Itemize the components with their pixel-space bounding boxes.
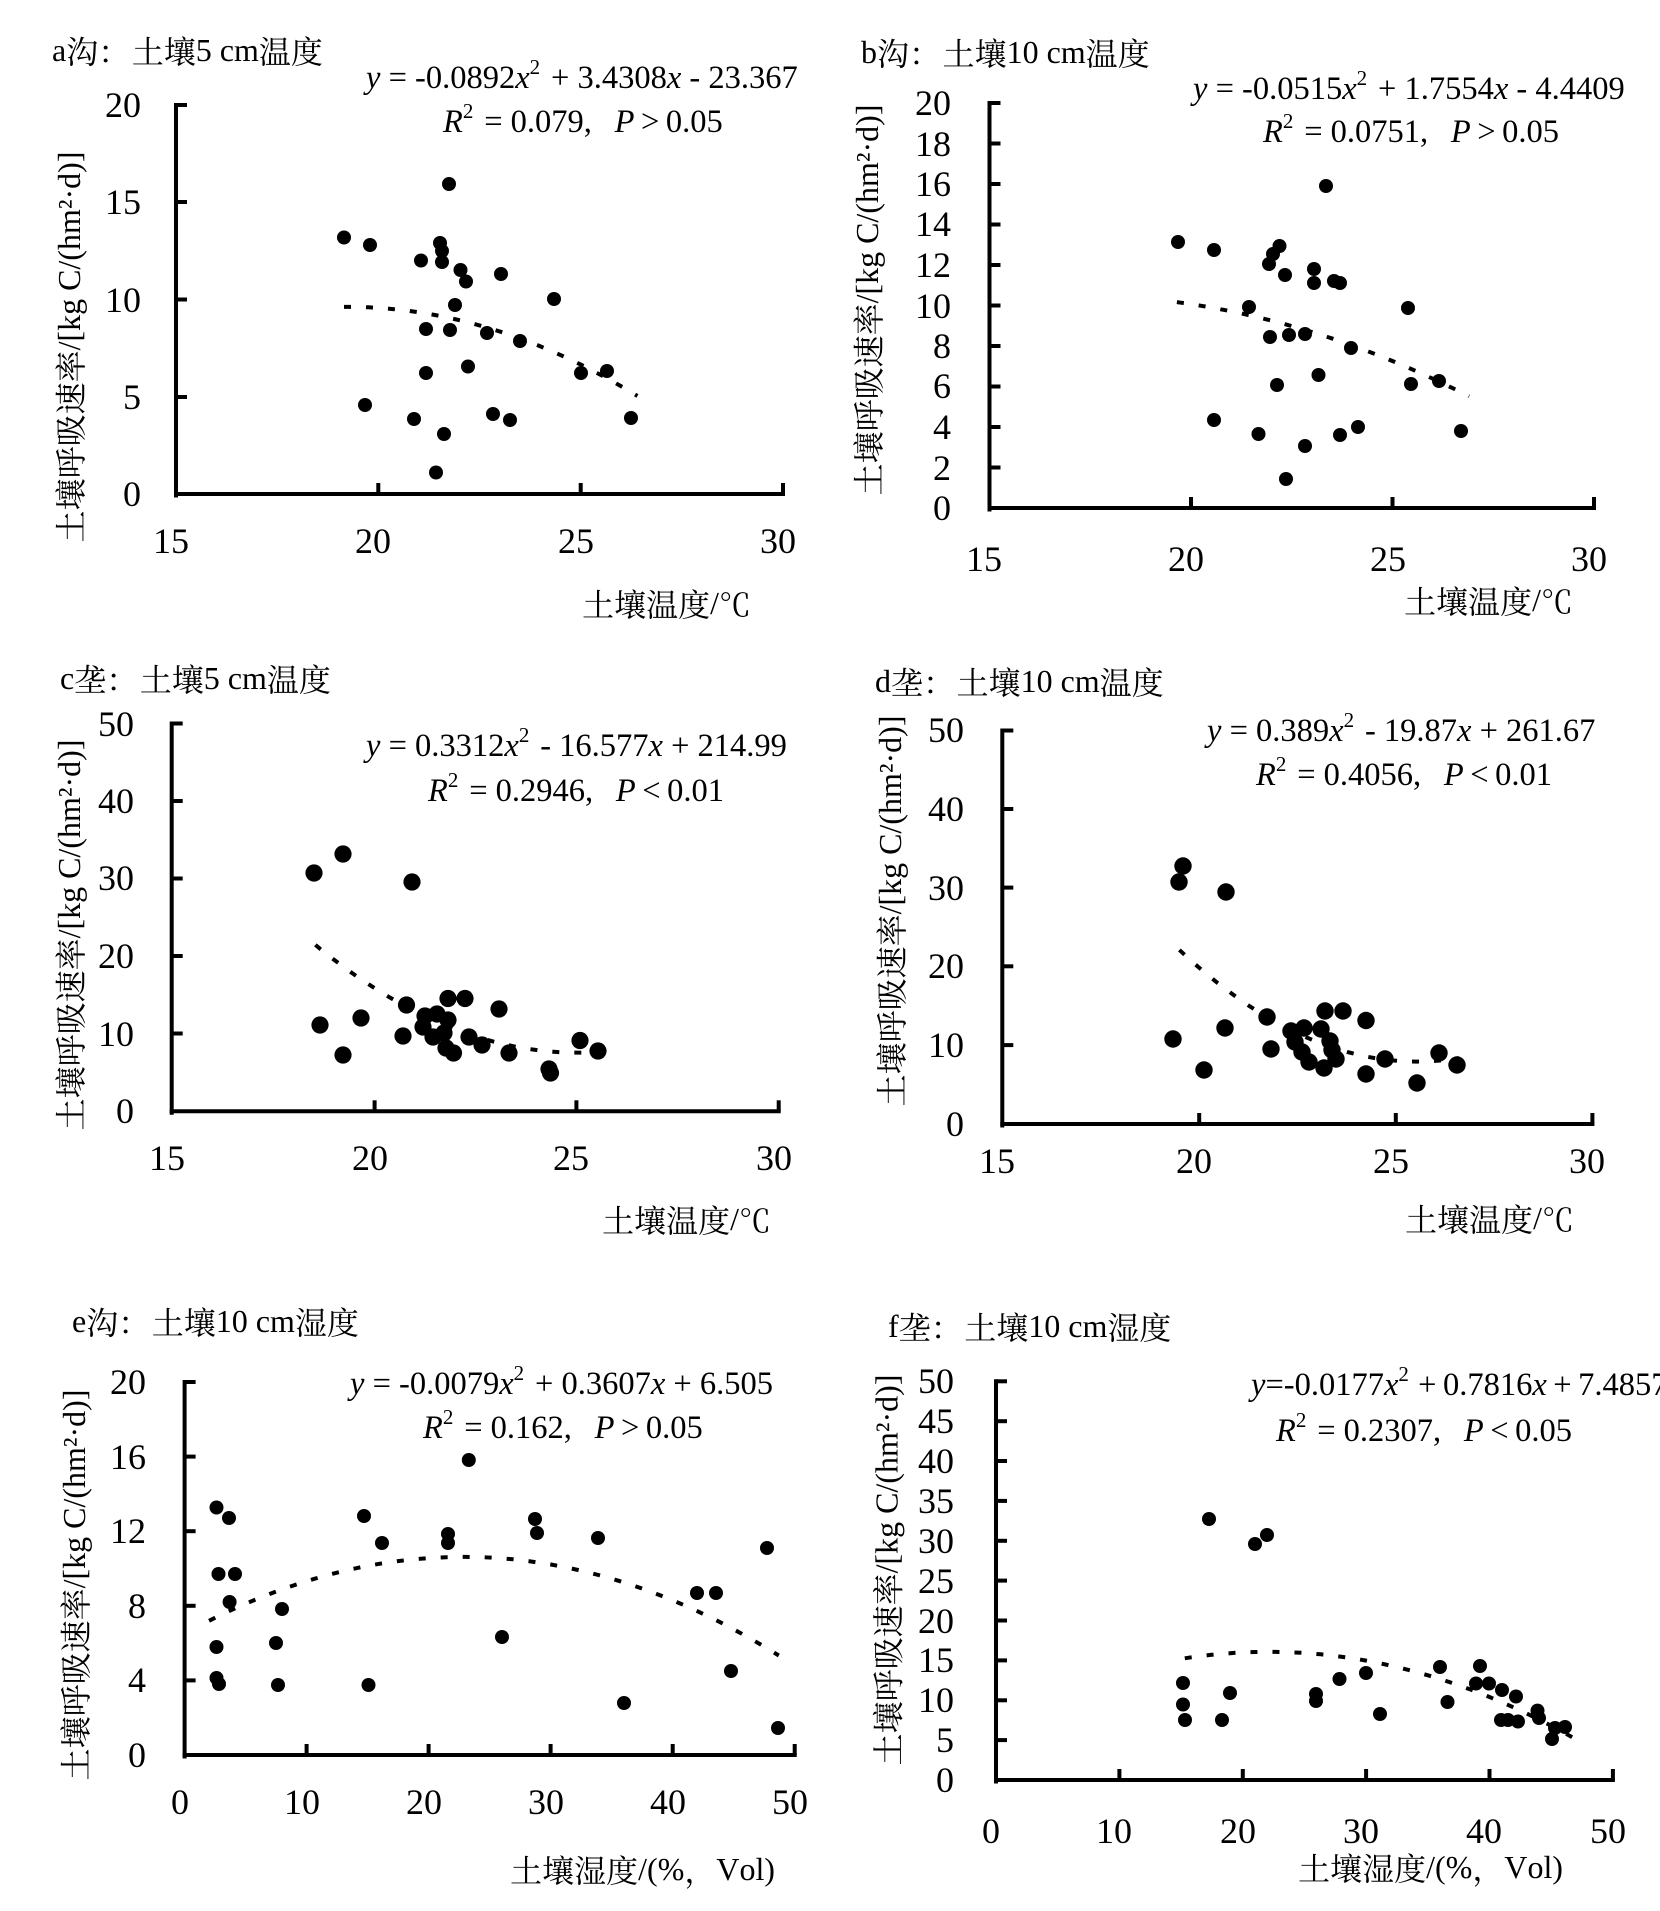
svg-text:14: 14: [915, 204, 951, 244]
svg-text:8: 8: [933, 326, 951, 366]
svg-text:R2 = 0.2307, P < 0.05: R2 = 0.2307, P < 0.05: [1275, 1408, 1572, 1449]
svg-text:30: 30: [760, 521, 796, 561]
svg-text:20: 20: [1168, 539, 1204, 579]
svg-text:20: 20: [110, 1362, 146, 1402]
svg-text:15: 15: [105, 182, 141, 222]
svg-text:R2 = 0.162, P > 0.05: R2 = 0.162, P > 0.05: [422, 1405, 703, 1446]
svg-text:50: 50: [772, 1782, 808, 1822]
svg-text:R2 = 0.4056, P < 0.01: R2 = 0.4056, P < 0.01: [1255, 752, 1552, 793]
svg-text:50: 50: [98, 704, 134, 744]
svg-text:18: 18: [915, 124, 951, 164]
svg-text:20: 20: [1176, 1141, 1212, 1181]
svg-text:y=-0.0177x2 + 0.7816x + 7.485: y=-0.0177x2 + 0.7816x + 7.4857: [1248, 1362, 1660, 1403]
svg-text:35: 35: [918, 1481, 954, 1521]
svg-text:30: 30: [1343, 1811, 1379, 1851]
svg-text:16: 16: [110, 1437, 146, 1477]
svg-text:30: 30: [918, 1521, 954, 1561]
svg-text:0: 0: [116, 1091, 134, 1131]
svg-text:15: 15: [918, 1640, 954, 1680]
svg-text:0: 0: [982, 1811, 1000, 1851]
svg-text:0: 0: [171, 1782, 189, 1822]
svg-text:10: 10: [98, 1014, 134, 1054]
svg-text:40: 40: [650, 1782, 686, 1822]
svg-text:50: 50: [1590, 1811, 1626, 1851]
svg-text:2: 2: [933, 448, 951, 488]
svg-text:10: 10: [918, 1680, 954, 1720]
svg-text:25: 25: [918, 1561, 954, 1601]
svg-text:0: 0: [123, 474, 141, 514]
svg-text:R2 = 0.079, P > 0.05: R2 = 0.079, P > 0.05: [442, 99, 723, 140]
svg-text:25: 25: [1373, 1141, 1409, 1181]
svg-text:30: 30: [528, 1782, 564, 1822]
svg-text:10: 10: [284, 1782, 320, 1822]
svg-text:4: 4: [128, 1660, 146, 1700]
svg-text:15: 15: [966, 539, 1002, 579]
svg-text:40: 40: [1466, 1811, 1502, 1851]
svg-text:20: 20: [98, 936, 134, 976]
svg-text:30: 30: [756, 1138, 792, 1178]
svg-text:y = -0.0892x2 + 3.4308x - 23.: y = -0.0892x2 + 3.4308x - 23.367: [363, 55, 798, 96]
svg-text:10: 10: [928, 1025, 964, 1065]
svg-text:25: 25: [558, 521, 594, 561]
svg-text:20: 20: [915, 83, 951, 123]
svg-text:12: 12: [110, 1511, 146, 1551]
svg-text:50: 50: [928, 710, 964, 750]
svg-text:40: 40: [918, 1441, 954, 1481]
svg-text:30: 30: [928, 868, 964, 908]
svg-text:10: 10: [915, 286, 951, 326]
svg-text:0: 0: [128, 1735, 146, 1775]
svg-text:50: 50: [918, 1361, 954, 1401]
svg-text:20: 20: [928, 946, 964, 986]
svg-text:15: 15: [153, 521, 189, 561]
svg-text:y = 0.389x2 - 19.87x + 261.67: y = 0.389x2 - 19.87x + 261.67: [1204, 708, 1595, 749]
svg-text:0: 0: [936, 1760, 954, 1800]
svg-text:16: 16: [915, 164, 951, 204]
svg-text:30: 30: [1571, 539, 1607, 579]
svg-text:y = -0.0515x2 + 1.7554x - 4.4: y = -0.0515x2 + 1.7554x - 4.4409: [1190, 66, 1625, 107]
svg-text:R2 = 0.2946, P < 0.01: R2 = 0.2946, P < 0.01: [427, 768, 724, 809]
svg-text:45: 45: [918, 1401, 954, 1441]
svg-text:R2 = 0.0751, P > 0.05: R2 = 0.0751, P > 0.05: [1262, 109, 1559, 150]
svg-text:12: 12: [915, 245, 951, 285]
svg-text:40: 40: [928, 789, 964, 829]
svg-text:5: 5: [123, 377, 141, 417]
svg-text:20: 20: [406, 1782, 442, 1822]
svg-text:5: 5: [936, 1720, 954, 1760]
svg-text:6: 6: [933, 366, 951, 406]
svg-text:y = -0.0079x2 + 0.3607x + 6.5: y = -0.0079x2 + 0.3607x + 6.505: [347, 1361, 773, 1402]
svg-text:10: 10: [1096, 1811, 1132, 1851]
svg-text:8: 8: [128, 1586, 146, 1626]
svg-text:0: 0: [933, 488, 951, 528]
svg-text:20: 20: [918, 1601, 954, 1641]
svg-text:4: 4: [933, 407, 951, 447]
svg-text:20: 20: [105, 85, 141, 125]
svg-text:30: 30: [98, 858, 134, 898]
svg-text:20: 20: [352, 1138, 388, 1178]
svg-text:20: 20: [1220, 1811, 1256, 1851]
svg-text:25: 25: [553, 1138, 589, 1178]
svg-text:25: 25: [1370, 539, 1406, 579]
svg-text:30: 30: [1569, 1141, 1605, 1181]
svg-text:15: 15: [149, 1138, 185, 1178]
svg-text:20: 20: [355, 521, 391, 561]
svg-text:15: 15: [979, 1141, 1015, 1181]
svg-text:10: 10: [105, 280, 141, 320]
svg-text:y = 0.3312x2 - 16.577x + 214.: y = 0.3312x2 - 16.577x + 214.99: [363, 723, 787, 764]
svg-text:40: 40: [98, 781, 134, 821]
svg-text:0: 0: [946, 1104, 964, 1144]
